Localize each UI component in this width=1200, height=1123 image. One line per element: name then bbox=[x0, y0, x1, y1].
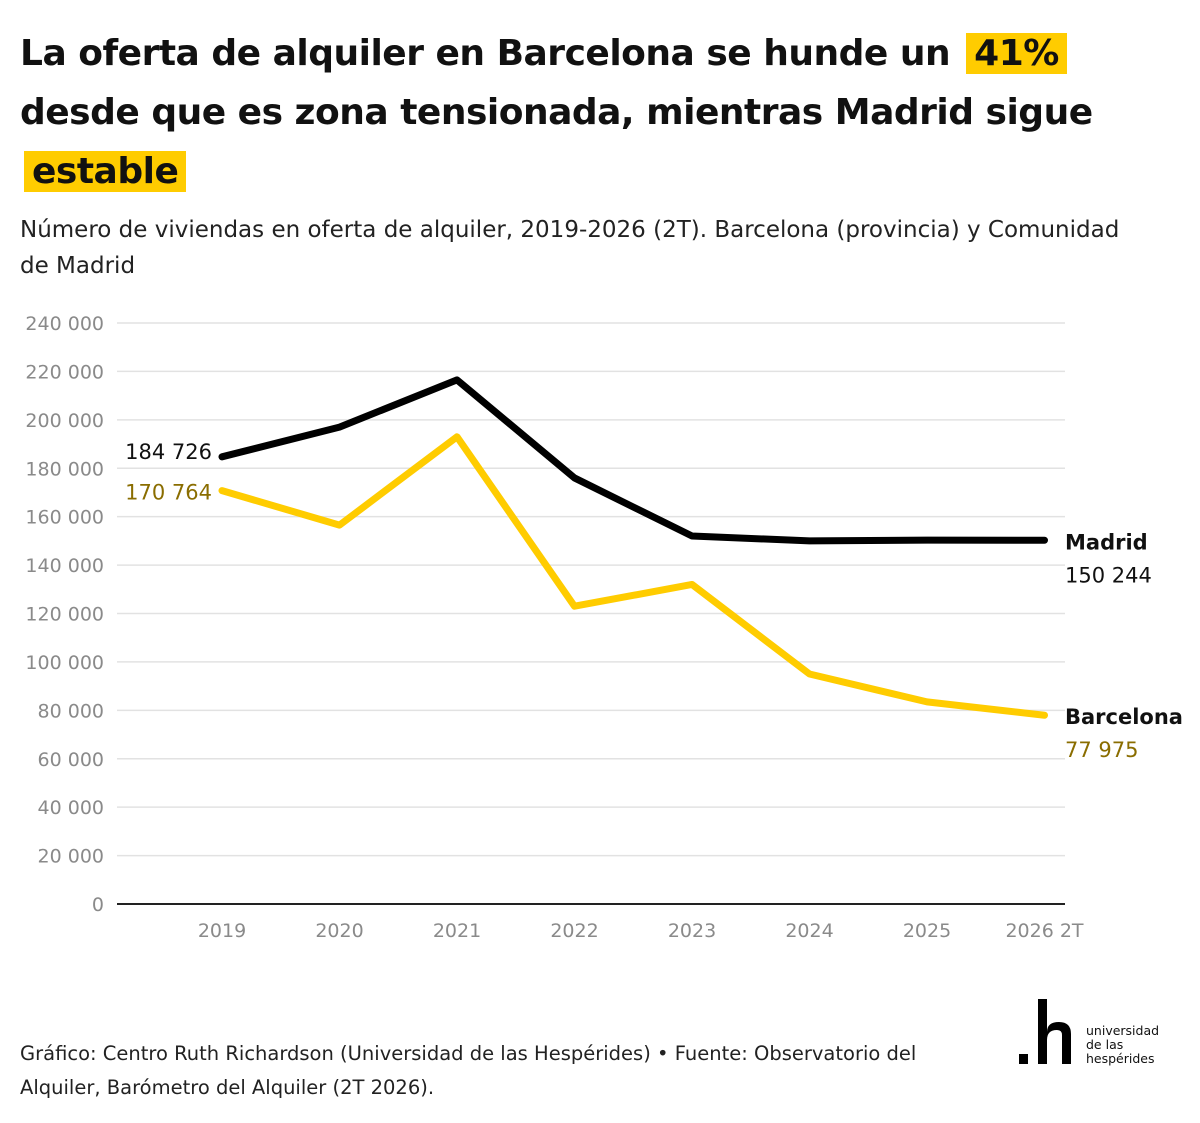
x-tick-label: 2019 bbox=[198, 920, 246, 942]
title-highlight-stable: estable bbox=[24, 151, 187, 192]
barcelona-end-label: 77 975 bbox=[1065, 738, 1138, 762]
y-tick-label: 240 000 bbox=[25, 313, 104, 335]
barcelona-series-name: Barcelona bbox=[1065, 705, 1183, 729]
chart-title: La oferta de alquiler en Barcelona se hu… bbox=[20, 24, 1190, 201]
x-tick-label: 2021 bbox=[433, 920, 481, 942]
source-footer: Gráfico: Centro Ruth Richardson (Univers… bbox=[20, 1042, 917, 1099]
x-tick-label: 2026 2T bbox=[1005, 920, 1083, 942]
logo-mark-icon bbox=[1019, 999, 1071, 1064]
series-lines bbox=[218, 376, 1048, 719]
logo-text-line-3: hespérides bbox=[1086, 1051, 1155, 1066]
grid-lines bbox=[117, 322, 1065, 905]
y-tick-label: 160 000 bbox=[25, 507, 104, 529]
x-axis-ticks: 2019 2020 2021 2022 2023 2024 2025 2026 2T bbox=[198, 920, 1084, 942]
x-tick-label: 2023 bbox=[668, 920, 716, 942]
y-tick-label: 40 000 bbox=[38, 797, 104, 819]
y-axis-ticks: 0 20 000 40 000 60 000 80 000 100 000 120 000 1… bbox=[25, 313, 104, 916]
x-tick-label: 2025 bbox=[903, 920, 951, 942]
y-tick-label: 220 000 bbox=[25, 361, 104, 383]
y-tick-label: 60 000 bbox=[38, 749, 104, 771]
title-part-2: desde que es zona tensionada, mientras M… bbox=[20, 92, 1093, 133]
line-chart: 0 20 000 40 000 60 000 80 000 100 000 120 000 1… bbox=[25, 313, 1183, 942]
university-logo: universidad de las hespérides bbox=[1016, 996, 1186, 1076]
y-tick-label: 180 000 bbox=[25, 458, 104, 480]
logo-text-line-2: de las bbox=[1086, 1037, 1124, 1052]
y-tick-label: 200 000 bbox=[25, 410, 104, 432]
x-tick-label: 2022 bbox=[550, 920, 598, 942]
madrid-start-label: 184 726 bbox=[125, 440, 212, 464]
title-highlight-percent: 41% bbox=[966, 33, 1067, 74]
series-line-barcelona bbox=[218, 433, 1048, 719]
x-tick-label: 2024 bbox=[785, 920, 833, 942]
y-tick-label: 120 000 bbox=[25, 604, 104, 626]
barcelona-start-label: 170 764 bbox=[125, 481, 212, 505]
logo-text: universidad de las hespérides bbox=[1086, 1024, 1186, 1066]
y-tick-label: 80 000 bbox=[38, 700, 104, 722]
title-part-1: La oferta de alquiler en Barcelona se hu… bbox=[20, 33, 951, 74]
series-labels: 184 726 170 764 Madrid 150 244 Barcelona 77 9… bbox=[125, 440, 1183, 762]
y-tick-label: 100 000 bbox=[25, 652, 104, 674]
madrid-series-name: Madrid bbox=[1065, 530, 1148, 554]
y-tick-label: 20 000 bbox=[38, 846, 104, 868]
madrid-end-label: 150 244 bbox=[1065, 563, 1152, 587]
y-tick-label: 0 bbox=[92, 894, 104, 916]
chart-subtitle: Número de viviendas en oferta de alquile… bbox=[20, 217, 1120, 279]
logo-text-line-1: universidad bbox=[1086, 1023, 1160, 1038]
x-tick-label: 2020 bbox=[315, 920, 363, 942]
series-line-madrid bbox=[218, 376, 1048, 545]
y-tick-label: 140 000 bbox=[25, 555, 104, 577]
